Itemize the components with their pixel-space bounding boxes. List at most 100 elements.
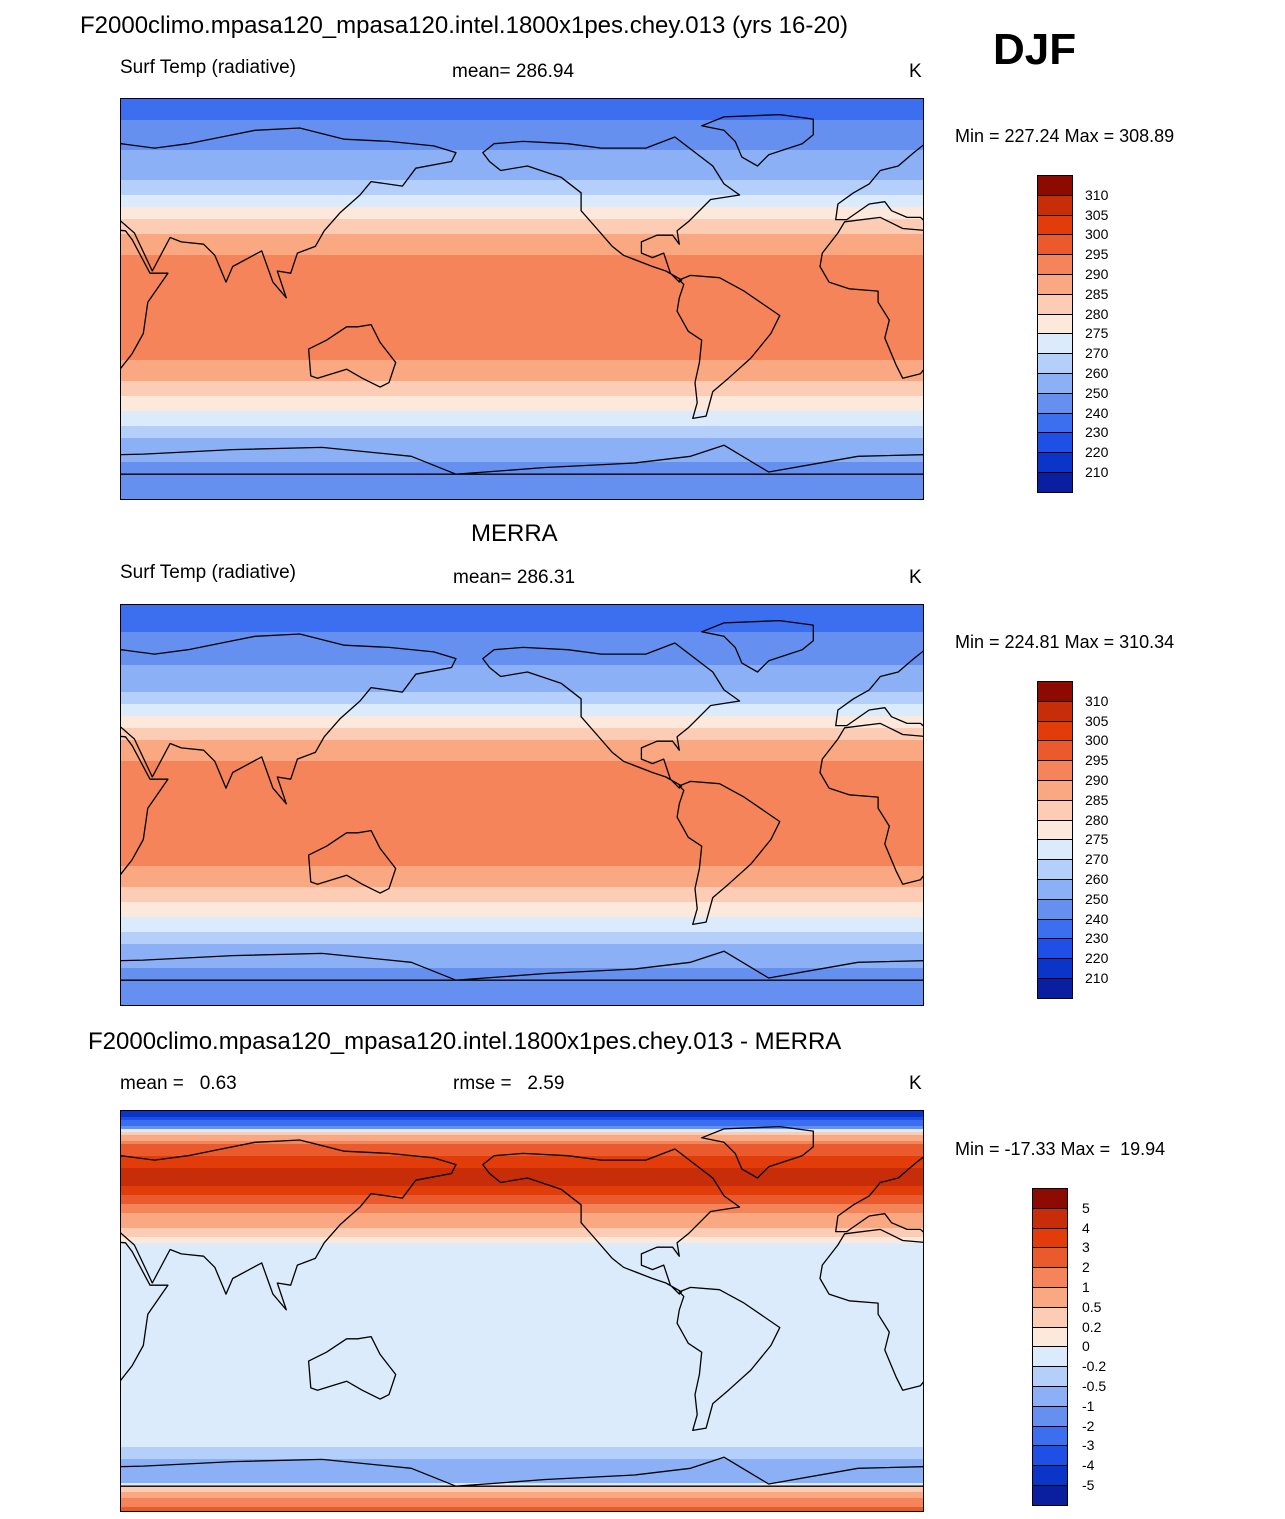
- colorbar-swatch: [1037, 760, 1073, 781]
- panel-1-minmax: Min = 227.24 Max = 308.89: [955, 126, 1175, 146]
- zonal-band: [121, 746, 923, 750]
- zonal-band: [121, 492, 923, 496]
- zonal-band: [121, 327, 923, 331]
- zonal-band: [121, 854, 923, 858]
- zonal-band: [121, 692, 923, 696]
- zonal-band: [121, 315, 923, 319]
- zonal-band: [121, 626, 923, 630]
- zonal-band: [121, 1180, 923, 1184]
- zonal-band: [121, 1501, 923, 1505]
- coastline: [676, 274, 781, 420]
- zonal-band: [121, 381, 923, 385]
- zonal-band: [121, 1357, 923, 1361]
- zonal-band: [121, 1258, 923, 1262]
- zonal-band: [121, 471, 923, 475]
- zonal-band: [121, 213, 923, 217]
- zonal-band: [121, 129, 923, 133]
- zonal-band: [121, 689, 923, 693]
- zonal-band: [121, 171, 923, 175]
- zonal-band: [121, 896, 923, 900]
- zonal-band: [121, 722, 923, 726]
- colorbar-swatch: [1037, 432, 1073, 454]
- zonal-band: [121, 405, 923, 409]
- colorbar-swatch: [1037, 412, 1073, 434]
- zonal-band: [121, 1321, 923, 1325]
- zonal-band: [121, 279, 923, 283]
- zonal-band: [121, 321, 923, 325]
- zonal-band: [121, 776, 923, 780]
- panel-1-map: [120, 98, 924, 500]
- colorbar-tick-label: 0: [1082, 1338, 1090, 1355]
- zonal-band: [121, 102, 923, 106]
- zonal-band: [121, 306, 923, 310]
- panel-2-units-label: K: [909, 567, 922, 588]
- zonal-band: [121, 336, 923, 340]
- zonal-band: [121, 1120, 923, 1124]
- panel-1-title: F2000climo.mpasa120_mpasa120.intel.1800x…: [80, 12, 849, 39]
- zonal-band: [121, 288, 923, 292]
- colorbar-swatch: [1037, 293, 1073, 315]
- coastline: [701, 619, 814, 673]
- zonal-band: [121, 605, 923, 609]
- zonal-band: [121, 986, 923, 990]
- zonal-band: [121, 740, 923, 744]
- zonal-band: [121, 899, 923, 903]
- zonal-band: [121, 1486, 923, 1490]
- zonal-band: [121, 1324, 923, 1328]
- zonal-band: [121, 117, 923, 121]
- zonal-band: [121, 168, 923, 172]
- zonal-band: [121, 1291, 923, 1295]
- zonal-band: [121, 911, 923, 915]
- zonal-band: [121, 767, 923, 771]
- zonal-band: [121, 1252, 923, 1256]
- zonal-band: [121, 980, 923, 984]
- zonal-band: [121, 378, 923, 382]
- colorbar-swatch: [1037, 373, 1073, 394]
- zonal-band: [121, 623, 923, 627]
- colorbar-swatch: [1032, 1346, 1068, 1368]
- zonal-band: [121, 1001, 923, 1005]
- coastline: [121, 1458, 457, 1487]
- zonal-band: [121, 704, 923, 708]
- colorbar-swatch: [1032, 1445, 1068, 1467]
- coastline: [121, 952, 457, 981]
- zonal-band: [121, 498, 923, 499]
- colorbar-swatch: [1032, 1227, 1068, 1249]
- zonal-band: [121, 1186, 923, 1190]
- zonal-band: [121, 830, 923, 834]
- zonal-band: [121, 1111, 923, 1115]
- zonal-band: [121, 369, 923, 373]
- colorbar-swatch: [1037, 819, 1073, 841]
- zonal-band: [121, 977, 923, 981]
- zonal-band: [121, 674, 923, 678]
- zonal-band: [121, 863, 923, 867]
- colorbar-swatch: [1032, 1247, 1068, 1269]
- colorbar-swatch: [1037, 780, 1073, 801]
- zonal-band: [121, 842, 923, 846]
- zonal-band: [121, 1162, 923, 1166]
- zonal-band: [121, 1123, 923, 1127]
- zonal-band: [121, 893, 923, 897]
- zonal-band: [121, 258, 923, 262]
- zonal-band: [121, 453, 923, 457]
- coastline: [455, 444, 923, 475]
- zonal-band: [121, 1408, 923, 1412]
- zonal-band: [121, 1315, 923, 1319]
- colorbar-swatch: [1032, 1326, 1068, 1348]
- coastline: [482, 136, 741, 283]
- zonal-band: [121, 186, 923, 190]
- zonal-band: [121, 126, 923, 130]
- zonal-band: [121, 1249, 923, 1253]
- zonal-band: [121, 929, 923, 933]
- colorbar-tick-label: 275: [1085, 831, 1109, 848]
- zonal-band: [121, 1342, 923, 1346]
- colorbar-tick-label: 240: [1085, 404, 1109, 421]
- zonal-band: [121, 794, 923, 798]
- zonal-band: [121, 827, 923, 831]
- colorbar-swatch: [1032, 1485, 1068, 1506]
- zonal-band: [121, 782, 923, 786]
- zonal-band: [121, 1153, 923, 1157]
- colorbar-swatch: [1037, 175, 1073, 196]
- zonal-band: [121, 809, 923, 813]
- zonal-band: [121, 486, 923, 490]
